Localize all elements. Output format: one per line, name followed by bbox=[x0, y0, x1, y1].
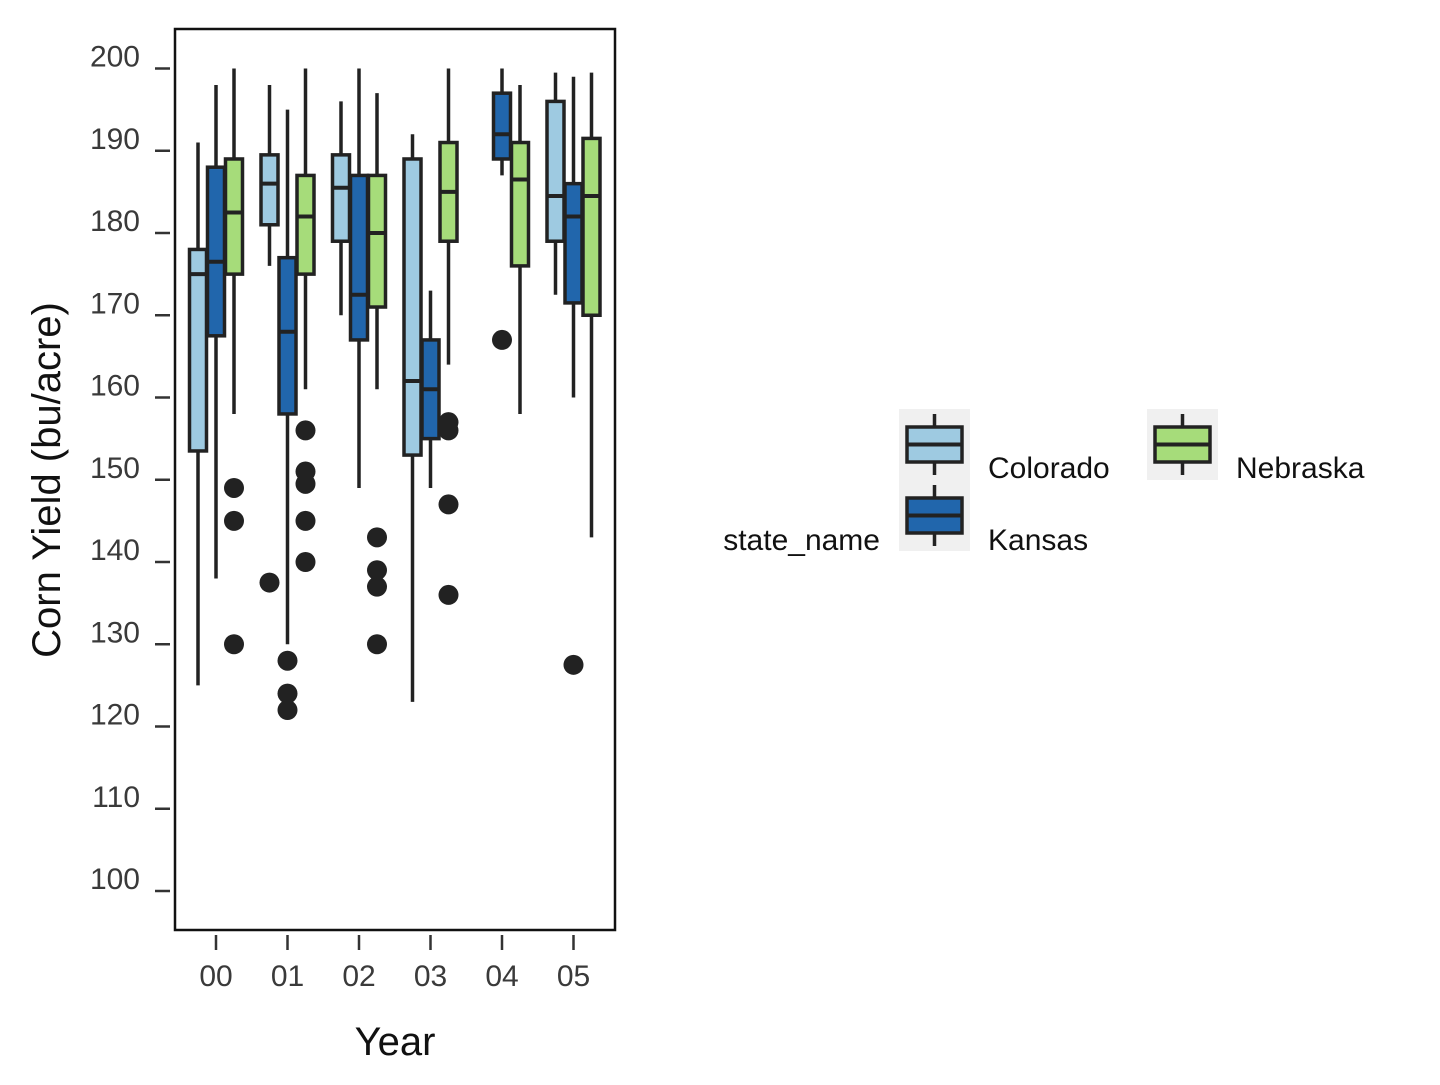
outlier-point bbox=[438, 584, 459, 605]
legend-label: Colorado bbox=[988, 452, 1110, 485]
x-axis-title: Year bbox=[355, 1020, 436, 1064]
outlier-point bbox=[259, 572, 280, 593]
legend-item-colorado: Colorado bbox=[899, 409, 1110, 485]
box bbox=[277, 255, 298, 416]
outlier-point bbox=[277, 683, 298, 704]
y-tick-label: 120 bbox=[90, 699, 140, 732]
y-tick-label: 100 bbox=[90, 863, 140, 896]
outlier-point bbox=[367, 560, 387, 581]
outlier-point bbox=[295, 473, 316, 494]
box bbox=[563, 181, 584, 305]
y-tick-label: 170 bbox=[90, 287, 140, 320]
box bbox=[581, 136, 602, 317]
outlier-point bbox=[438, 494, 459, 515]
outlier-point bbox=[367, 634, 387, 655]
outlier-point bbox=[295, 420, 316, 441]
outlier-point bbox=[438, 420, 459, 441]
box bbox=[402, 157, 423, 457]
outlier-point bbox=[295, 552, 316, 572]
x-tick-label: 03 bbox=[414, 960, 447, 993]
outlier-point bbox=[563, 654, 584, 675]
outlier-point bbox=[295, 510, 316, 531]
series-colorado bbox=[187, 72, 566, 702]
legend-title: state_name bbox=[723, 524, 880, 557]
y-axis: 100 110 120 130 140 150 160 170 180 190 200 bbox=[90, 41, 170, 896]
box bbox=[205, 165, 227, 338]
legend-label: Nebraska bbox=[1236, 452, 1365, 485]
legend-item-kansas: Kansas bbox=[899, 480, 1088, 557]
x-tick-label: 04 bbox=[485, 960, 518, 993]
outlier-point bbox=[277, 700, 298, 721]
x-tick-label: 01 bbox=[271, 960, 304, 993]
outlier-point bbox=[224, 634, 244, 655]
y-tick-label: 150 bbox=[90, 452, 140, 485]
box bbox=[491, 91, 513, 161]
x-tick-label: 02 bbox=[342, 960, 375, 993]
y-axis-title: Corn Yield (bu/acre) bbox=[25, 302, 69, 658]
y-tick-label: 130 bbox=[90, 616, 140, 649]
box bbox=[545, 99, 566, 243]
series-nebraska bbox=[223, 68, 602, 655]
outlier-point bbox=[224, 510, 244, 531]
x-axis: 00 01 02 03 04 05 bbox=[199, 935, 590, 993]
box bbox=[348, 173, 370, 342]
outlier-point bbox=[367, 576, 387, 597]
outlier-point bbox=[492, 329, 512, 350]
y-tick-label: 190 bbox=[90, 123, 140, 156]
box bbox=[509, 140, 531, 268]
box bbox=[295, 173, 316, 276]
box bbox=[366, 173, 388, 309]
outlier-point bbox=[277, 650, 298, 671]
x-tick-label: 05 bbox=[557, 960, 590, 993]
y-tick-label: 110 bbox=[92, 781, 140, 814]
legend: state_name Colorado Kansas Nebraska bbox=[723, 409, 1365, 557]
legend-label: Kansas bbox=[988, 524, 1088, 557]
plot-frame bbox=[173, 27, 617, 932]
y-tick-label: 200 bbox=[90, 41, 140, 74]
outlier-point bbox=[224, 477, 244, 498]
box bbox=[330, 153, 352, 243]
x-tick-label: 00 bbox=[199, 960, 232, 993]
box bbox=[223, 157, 245, 276]
series-kansas bbox=[205, 68, 584, 721]
y-tick-label: 180 bbox=[90, 205, 140, 238]
outlier-point bbox=[367, 527, 387, 548]
legend-item-nebraska: Nebraska bbox=[1147, 409, 1365, 485]
y-tick-label: 140 bbox=[90, 534, 140, 567]
box bbox=[259, 153, 280, 227]
y-tick-label: 160 bbox=[90, 370, 140, 403]
box bbox=[187, 247, 209, 453]
boxplot-series bbox=[187, 68, 602, 721]
